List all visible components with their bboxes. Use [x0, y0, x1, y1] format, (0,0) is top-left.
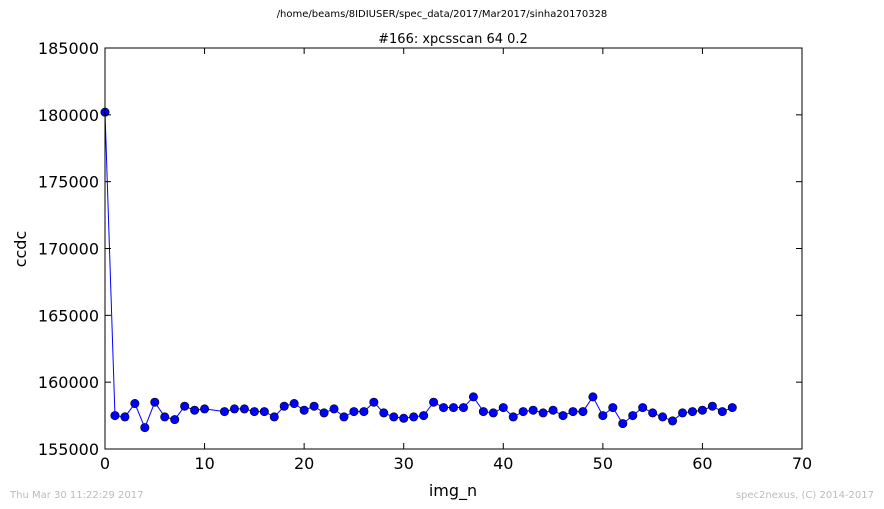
x-tick-label: 60	[692, 454, 712, 473]
y-tick-label: 170000	[38, 240, 99, 259]
data-point	[180, 401, 190, 411]
data-point	[458, 403, 468, 413]
y-tick-label: 165000	[38, 306, 99, 325]
data-point	[608, 403, 618, 413]
x-tick-label: 10	[194, 454, 214, 473]
data-point	[588, 392, 598, 402]
x-tick-label: 50	[593, 454, 613, 473]
data-point	[249, 407, 259, 417]
data-point	[219, 407, 229, 417]
data-point	[140, 423, 150, 433]
data-point	[229, 404, 239, 414]
data-point	[508, 412, 518, 422]
data-point	[259, 407, 269, 417]
data-point	[269, 412, 279, 422]
y-tick-label: 180000	[38, 106, 99, 125]
data-point	[359, 407, 369, 417]
series-line	[104, 112, 733, 429]
data-point	[110, 411, 120, 421]
data-point	[309, 401, 319, 411]
chart-title: #166: xpcsscan 64 0.2	[378, 32, 528, 47]
plot-frame	[104, 47, 803, 450]
figure-suptitle: /home/beams/8IDIUSER/spec_data/2017/Mar2…	[276, 9, 608, 20]
data-point	[568, 407, 578, 417]
data-point	[170, 415, 180, 425]
data-point	[678, 408, 688, 418]
y-tick-label: 160000	[38, 373, 99, 392]
data-point	[638, 403, 648, 413]
data-point	[339, 412, 349, 422]
x-tick-label: 70	[792, 454, 812, 473]
data-point	[369, 397, 379, 407]
data-point	[130, 399, 140, 409]
data-point	[668, 416, 678, 426]
data-point	[379, 408, 389, 418]
data-point	[409, 412, 419, 422]
y-axis-label: ccdc	[11, 231, 30, 268]
data-point	[488, 408, 498, 418]
data-point	[200, 404, 210, 414]
data-point	[658, 412, 668, 422]
x-tick-label: 0	[100, 454, 110, 473]
data-point	[279, 401, 289, 411]
data-point	[727, 403, 737, 413]
data-point	[419, 411, 429, 421]
x-tick-label: 20	[294, 454, 314, 473]
data-point	[628, 411, 638, 421]
data-point	[518, 407, 528, 417]
data-point	[707, 401, 717, 411]
data-point	[439, 403, 449, 413]
y-tick-label: 175000	[38, 173, 99, 192]
data-point	[120, 412, 130, 422]
data-point	[160, 412, 170, 422]
data-point	[190, 405, 200, 415]
data-point	[717, 407, 727, 417]
data-point	[558, 411, 568, 421]
data-point	[329, 404, 339, 414]
data-point	[429, 397, 439, 407]
data-point	[578, 407, 588, 417]
data-point	[349, 407, 359, 417]
axes: 0 10 20 30 40 50 60 70 155000 160000 165000 170000 1…	[38, 39, 812, 473]
data-point	[618, 419, 628, 429]
data-point	[687, 407, 697, 417]
data-point	[299, 405, 309, 415]
data-point	[478, 407, 488, 417]
data-point	[389, 412, 399, 422]
x-tick-label: 40	[493, 454, 513, 473]
data-point	[319, 408, 329, 418]
data-point	[399, 413, 409, 423]
x-axis-label: img_n	[429, 481, 477, 501]
data-point	[697, 405, 707, 415]
data-point	[150, 397, 160, 407]
x-tick-label: 30	[394, 454, 414, 473]
data-point	[498, 403, 508, 413]
y-tick-label: 185000	[38, 39, 99, 58]
data-point	[239, 404, 249, 414]
data-point	[648, 408, 658, 418]
data-point	[448, 403, 458, 413]
y-tick-label: 155000	[38, 440, 99, 459]
plot-content	[100, 107, 737, 433]
footer-credit: spec2nexus, (C) 2014-2017	[735, 490, 874, 501]
data-point	[538, 408, 548, 418]
data-point	[598, 411, 608, 421]
data-point	[468, 392, 478, 402]
data-point	[289, 399, 299, 409]
data-point	[548, 405, 558, 415]
footer-timestamp: Thu Mar 30 11:22:29 2017	[10, 490, 144, 501]
data-point	[528, 405, 538, 415]
